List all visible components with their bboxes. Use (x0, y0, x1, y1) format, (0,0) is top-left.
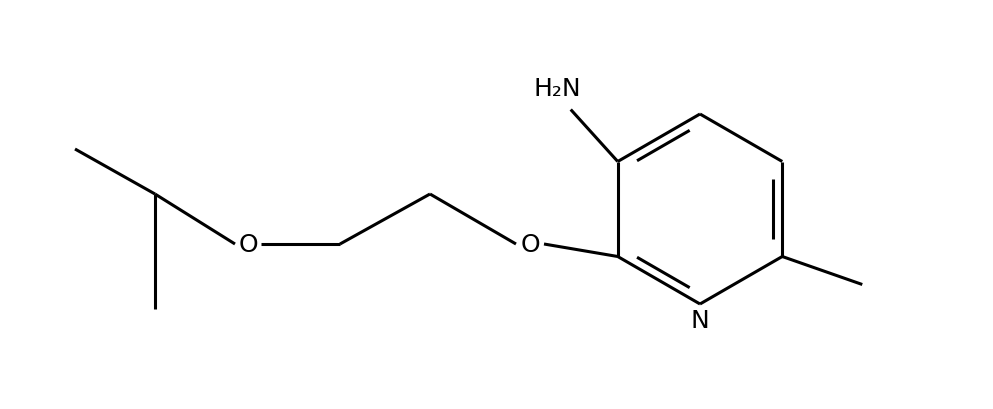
Text: O: O (238, 232, 258, 256)
Text: O: O (520, 232, 540, 256)
Text: N: N (690, 308, 709, 332)
Text: H₂N: H₂N (534, 76, 582, 100)
